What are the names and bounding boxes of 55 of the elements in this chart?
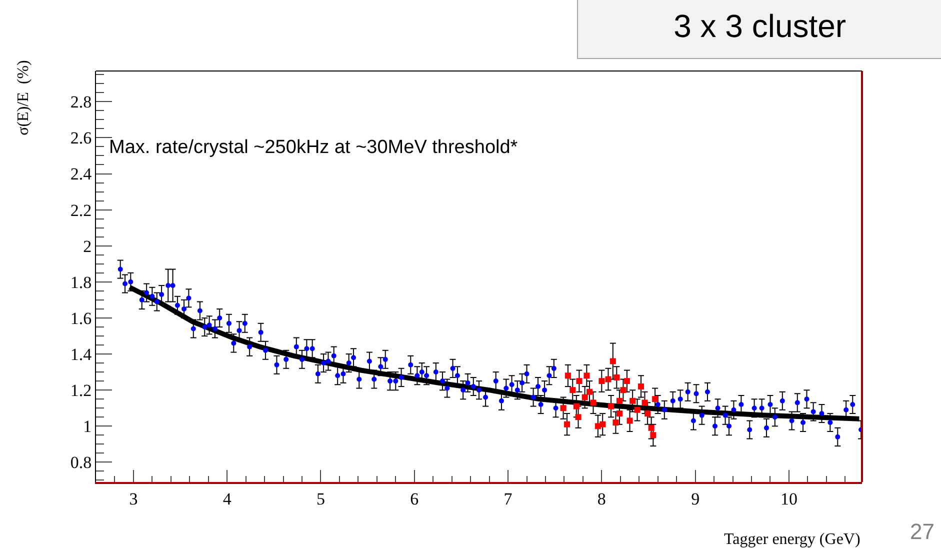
- point: [600, 421, 606, 428]
- point: [620, 387, 626, 394]
- annotation: Max. rate/crystal ~250kHz at ~30MeV threshold*: [109, 137, 518, 158]
- x-tick-label: 5: [316, 489, 325, 508]
- y-tick-label: 2.2: [70, 200, 92, 220]
- point: [610, 358, 616, 364]
- point: [638, 383, 644, 390]
- y-tick-label: 1.6: [70, 308, 92, 328]
- point: [590, 400, 596, 406]
- point: [598, 378, 605, 384]
- y-tick-label: 2: [83, 236, 92, 256]
- text: 3 x 3 cluster: [674, 8, 846, 44]
- y-axis-title: σ(E)/E (%): [15, 60, 32, 136]
- point: [624, 378, 630, 384]
- point: [616, 410, 622, 416]
- y-tick-label: 1.8: [70, 272, 92, 292]
- x-axis-title: Tagger energy (GeV): [724, 531, 860, 548]
- point: [605, 376, 612, 382]
- point: [648, 424, 654, 431]
- x-tick-label: 10: [780, 489, 798, 508]
- point: [560, 405, 566, 412]
- text: 27: [910, 519, 934, 544]
- point: [652, 396, 658, 402]
- point: [586, 388, 592, 395]
- point: [570, 387, 576, 394]
- y-tick-label: 2.4: [70, 164, 92, 184]
- point: [634, 406, 640, 413]
- point: [650, 432, 656, 438]
- point: [576, 378, 582, 384]
- point: [614, 374, 620, 380]
- point: [608, 403, 614, 410]
- y-tick-label: 2.8: [70, 92, 92, 112]
- point: [584, 372, 590, 379]
- point: [612, 420, 619, 426]
- point: [564, 421, 570, 428]
- point: [616, 398, 622, 404]
- x-tick-label: 4: [222, 489, 232, 508]
- point: [630, 398, 636, 404]
- x-tick-label: 8: [597, 489, 606, 508]
- y-tick-label: 0.8: [70, 453, 92, 472]
- point: [573, 403, 580, 410]
- x-tick-label: 3: [129, 489, 138, 508]
- y-tick-label: 1: [83, 417, 92, 436]
- x-tick-label: 7: [504, 489, 513, 508]
- point: [582, 394, 588, 400]
- point: [564, 372, 571, 379]
- y-tick-label: 2.6: [70, 128, 92, 148]
- x-tick-label: 9: [691, 489, 700, 508]
- point: [575, 414, 582, 420]
- point: [626, 418, 633, 424]
- x-tick-label: 6: [410, 489, 419, 508]
- point: [642, 400, 648, 406]
- point: [644, 410, 651, 416]
- y-tick-label: 1.4: [70, 344, 92, 364]
- y-tick-label: 1.2: [70, 381, 92, 400]
